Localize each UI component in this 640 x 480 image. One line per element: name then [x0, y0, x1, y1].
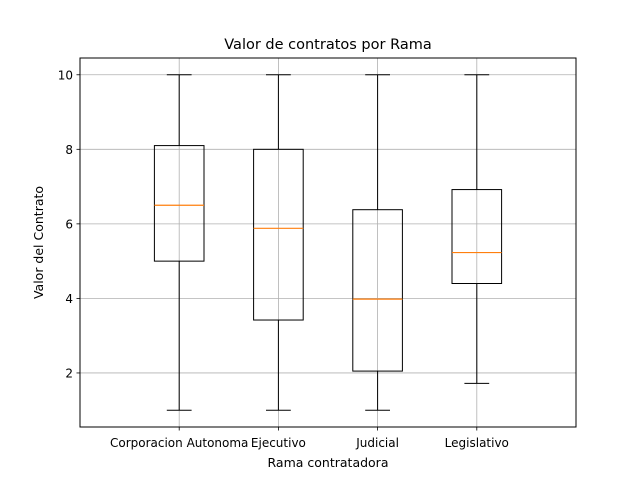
chart-title: Valor de contratos por Rama	[224, 37, 431, 53]
box-corporacion-autonoma	[153, 74, 205, 411]
iqr-box	[153, 145, 205, 262]
axes-frame	[79, 57, 577, 428]
x-axis-label: Rama contratadora	[268, 455, 389, 470]
y-tick-label: 6	[65, 217, 73, 231]
y-tick-label: 8	[65, 143, 73, 157]
y-tick-label: 2	[65, 366, 73, 380]
y-tick-label: 4	[65, 292, 73, 306]
box-ejecutivo	[253, 74, 304, 411]
box-legislativo	[451, 74, 503, 384]
iqr-box	[352, 209, 403, 372]
box-judicial	[352, 74, 403, 411]
iqr-box	[253, 148, 304, 321]
box-layer	[153, 74, 503, 411]
y-tick-label: 10	[58, 68, 73, 82]
x-tick-label: Corporacion Autonoma	[110, 436, 248, 450]
x-tick-label: Legislativo	[445, 436, 509, 450]
x-tick-label: Judicial	[355, 436, 399, 450]
x-tick-label: Ejecutivo	[251, 436, 306, 450]
iqr-box	[451, 189, 503, 284]
y-axis-label: Valor del Contrato	[31, 186, 46, 299]
tick-layer: 2 4 6 8 10 Corporacion Autonoma Ejecutivo Judic…	[58, 68, 509, 450]
